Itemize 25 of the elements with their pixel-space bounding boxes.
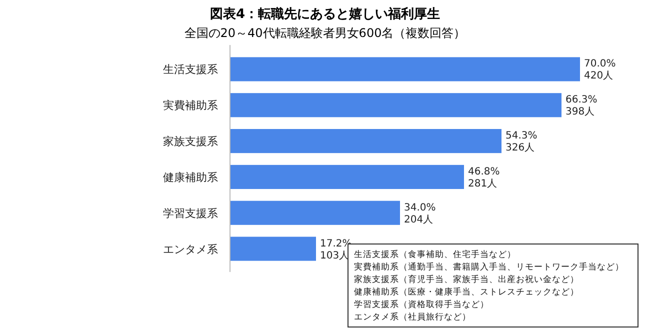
annotation: 実費補助系（通勤手当、書籍購入手当、リモートワーク手当など） [354, 262, 624, 272]
data-label: 66.3% 398人 [566, 94, 598, 118]
bar [230, 93, 562, 118]
data-label: 70.0% 420人 [584, 58, 616, 82]
y-tick-label: 家族支援系 [163, 135, 218, 148]
text: エンタメ系（社員旅行など） [354, 312, 471, 322]
bar [230, 200, 400, 225]
text: 学習支援系（資格取得手当など） [354, 299, 489, 310]
annotation: 生活支援系（食事補助、住宅手当など） [354, 249, 516, 260]
bar [230, 57, 580, 82]
data-label: 46.8% 281人 [468, 166, 500, 190]
bar [230, 164, 464, 189]
y-tick-label: 健康補助系 [163, 170, 218, 184]
data-label: 34.0% 204人 [404, 202, 436, 226]
y-tick-label: エンタメ系 [163, 242, 218, 256]
text: 健康補助系（医療・健康手当、ストレスチェックなど） [354, 286, 579, 298]
bar [230, 236, 316, 261]
y-tick-label: 実費補助系 [163, 99, 218, 112]
y-tick-label: 生活支援系 [163, 63, 218, 76]
text: 家族支援系（育児手当、家族手当、出産お祝い金など） [354, 274, 579, 285]
chart-subtitle: 全国の20～40代転職経験者男女600名（複数回答） [184, 26, 466, 40]
chart-title: 図表4：転職先にあると嬉しい福利厚生 [210, 6, 440, 22]
y-tick-label: 学習支援系 [163, 206, 218, 220]
bar [230, 129, 502, 154]
data-label: 54.3% 326人 [506, 130, 538, 154]
